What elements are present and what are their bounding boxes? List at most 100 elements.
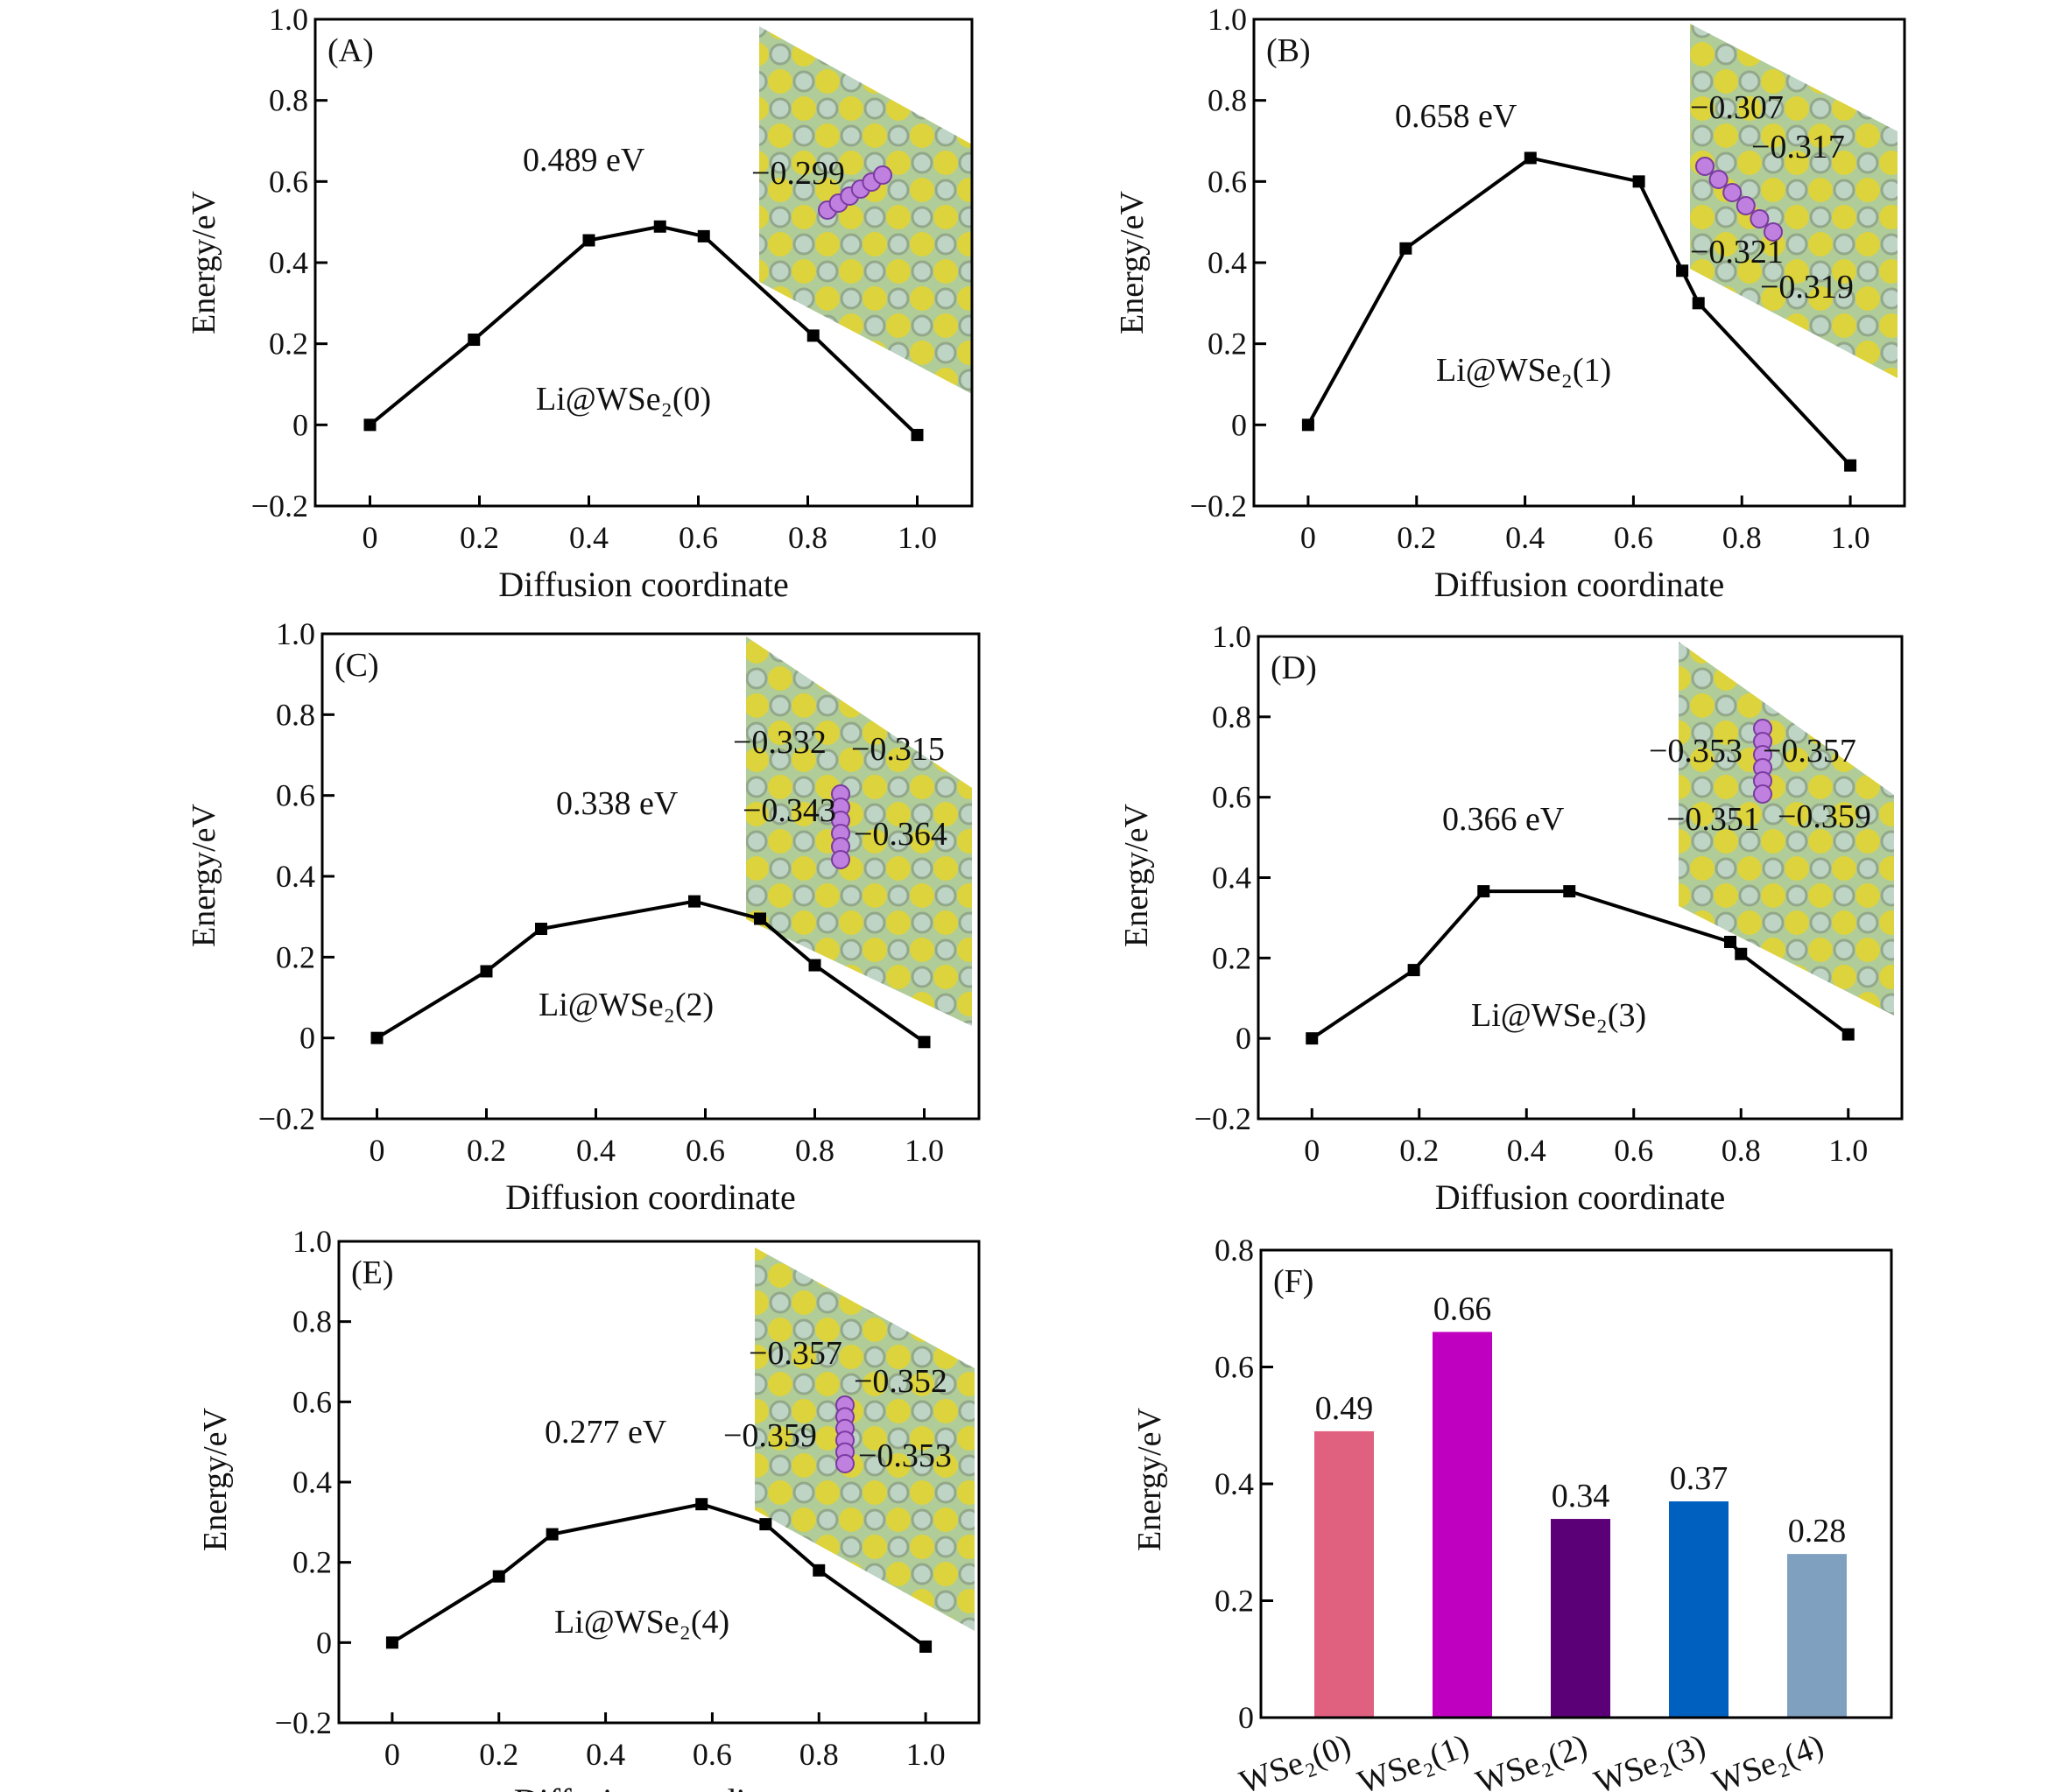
x-category-label: WSe₂(2) [1471,1727,1592,1792]
data-point [385,1636,398,1649]
panel-label: (D) [1271,650,1317,686]
y-tick-label: 1.0 [269,2,308,37]
x-tick-label: 0.4 [1507,1133,1546,1168]
panel-c: −0.332 −0.315 −0.343 −0.364 0 0.2 0.4 0.6 0.8 1.0… [186,616,981,1217]
y-tick-label: 0.4 [292,1465,332,1500]
structure-inset [746,636,972,1026]
panel-e: −0.357 −0.352 −0.359 −0.353 0 0.2 0.4 0.6 0.8 1.0… [197,1224,981,1792]
y-tick-label: 0.8 [1208,83,1247,118]
data-point [1301,418,1314,432]
structure-inset [755,1247,975,1631]
barrier-label: 0.489 eV [523,142,645,179]
system-label: Li@WSe₂(0) [536,381,711,418]
system-label: Li@WSe₂(3) [1471,997,1646,1034]
x-axis-title: Diffusion coordinate [514,1781,804,1792]
data-point [695,1498,708,1511]
data-point [911,428,924,441]
y-tick-label: −0.2 [1194,1101,1251,1136]
data-point [1524,151,1537,165]
charge-label: −0.317 [1751,129,1845,165]
barrier-label: 0.338 eV [556,785,679,822]
panel-label: (E) [351,1254,394,1291]
li-atom [835,1454,855,1473]
data-point [653,220,666,233]
x-tick-label: 0.2 [460,520,499,555]
data-point [468,334,481,347]
y-tick-label: 1.0 [292,1224,332,1259]
bar-value-label: 0.49 [1315,1390,1374,1427]
li-atom [1750,209,1770,228]
x-tick-label: 1.0 [1828,1133,1868,1168]
y-tick-label: 0 [1236,1021,1251,1056]
data-point [1306,1032,1319,1045]
li-atom [1708,170,1729,189]
bar-value-label: 0.37 [1670,1460,1729,1497]
structure-inset [759,26,972,394]
y-tick-label: 0.8 [1215,1233,1254,1268]
x-tick-label: 1.0 [1831,520,1870,555]
data-point [919,1640,933,1653]
x-tick-label: 0.4 [569,520,609,555]
y-tick-label: 0.4 [1215,1466,1254,1501]
y-axis-title: Energy/eV [1131,1407,1168,1550]
data-point [808,959,821,972]
x-tick-label: 0.8 [1722,520,1762,555]
data-point [806,329,820,342]
y-tick-label: −0.2 [275,1705,332,1740]
y-tick-label: 0.2 [1215,1584,1254,1619]
x-axis-title: Diffusion coordinate [1435,1177,1725,1217]
y-tick-label: 0 [1238,1700,1254,1735]
x-tick-label: 1.0 [905,1133,944,1168]
y-axis-title: Energy/eV [1114,190,1151,334]
x-tick-label: 0 [1300,520,1316,555]
bar-value-label: 0.28 [1788,1513,1847,1550]
y-tick-label: 0.4 [1208,245,1247,280]
system-label: Li@WSe₂(4) [554,1604,729,1641]
y-axis-title: Energy/eV [197,1407,234,1550]
x-tick-label: 1.0 [898,520,937,555]
x-tick-label: 0.6 [679,520,718,555]
li-atom [1736,196,1756,215]
y-tick-label: 0.2 [276,939,315,974]
x-axis-title: Diffusion coordinate [498,565,788,604]
li-atom [1764,222,1783,242]
data-point [582,234,595,247]
structure-inset [1679,642,1894,1015]
charge-label: −0.321 [1690,234,1784,271]
y-tick-label: 0.6 [269,164,308,199]
data-point [1724,935,1736,948]
x-tick-label: 0.4 [576,1133,616,1168]
barrier-label: 0.366 eV [1442,801,1565,838]
x-tick-label: 0.2 [1397,520,1436,555]
data-point [546,1528,559,1541]
data-point [918,1036,931,1049]
charge-label: −0.319 [1760,269,1854,306]
y-tick-label: 0.4 [1212,861,1251,896]
data-point [370,1031,384,1044]
li-atom [1695,157,1715,176]
data-point [1676,264,1689,278]
y-tick-label: 0.2 [292,1545,332,1580]
x-tick-label: 0.2 [1399,1133,1439,1168]
data-point [363,418,377,432]
charge-label: −0.351 [1666,801,1760,838]
x-axis-title: Diffusion coordinate [1434,565,1724,604]
x-category-label: WSe₂(1) [1353,1727,1474,1792]
data-point [1407,964,1420,977]
panel-a: −0.299 0 0.2 0.4 0.6 0.8 1.0 Diffusion coordina… [186,2,974,604]
x-tick-label: 1.0 [906,1737,946,1772]
data-point [754,912,766,925]
y-tick-label: 0.4 [269,245,308,280]
y-tick-label: −0.2 [258,1101,315,1136]
x-tick-label: 0.6 [1614,520,1653,555]
system-label: Li@WSe₂(2) [539,987,714,1023]
y-tick-label: 0.8 [269,83,308,118]
x-tick-label: 0 [370,1133,385,1168]
data-point [1841,1028,1855,1041]
data-point [1692,297,1705,310]
panel-label: (B) [1266,32,1311,69]
x-tick-label: 0.6 [1614,1133,1653,1168]
panel-d: −0.353 −0.357−0.351 −0.359 0 0.2 0.4 0.6 0.8 1.0… [1118,619,1904,1217]
